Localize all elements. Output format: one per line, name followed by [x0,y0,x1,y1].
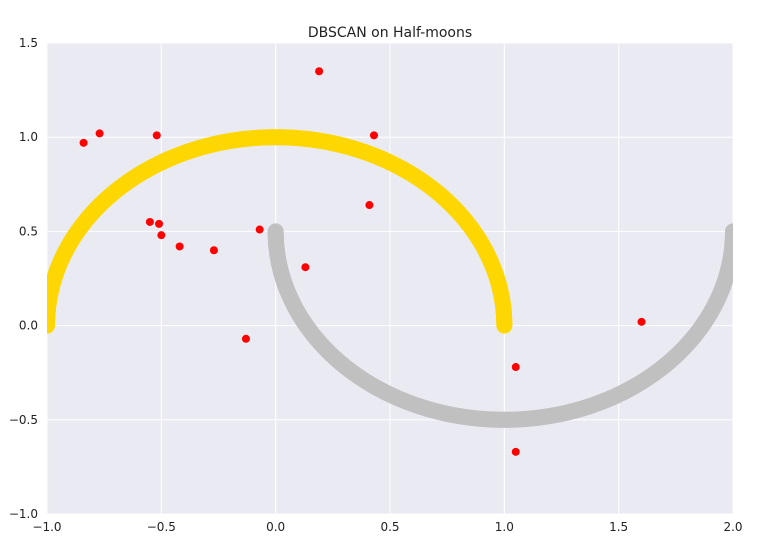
noise-point [241,334,250,343]
noise-point [157,231,166,240]
y-tick-label: 1.5 [19,36,38,50]
cluster-point [725,223,733,240]
chart-title: DBSCAN on Half-moons [308,25,472,41]
noise-point [301,263,310,272]
x-tick-label: 2.0 [723,520,742,534]
noise-point [79,138,88,147]
cluster-point [47,317,55,334]
noise-point [315,67,324,76]
noise-point [209,246,218,255]
x-tick-label: 0.0 [266,520,285,534]
y-tick-label: −0.5 [9,413,38,427]
noise-point [152,131,161,140]
x-tick-label: −1.0 [32,520,61,534]
noise-point [255,225,264,234]
noise-point [145,217,154,226]
noise-point [365,201,374,210]
x-tick-label: 1.0 [495,520,514,534]
x-tick-label: 0.5 [380,520,399,534]
noise-point [155,219,164,228]
tick-layer: −1.0 −0.5 0.0 0.5 1.0 1.5 2.0 −1.0 −0.5 0.0 0.5 1.0… [9,36,743,534]
noise-point [369,131,378,140]
x-tick-label: 1.5 [609,520,628,534]
y-tick-label: −1.0 [9,507,38,521]
noise-point [511,363,520,372]
noise-point [175,242,184,251]
noise-point [511,447,520,456]
y-tick-label: 0.0 [19,319,38,333]
y-tick-label: 0.5 [19,224,38,238]
noise-point [95,129,104,138]
noise-point [637,317,646,326]
series-layer [47,67,733,456]
x-tick-label: −0.5 [147,520,176,534]
y-tick-label: 1.0 [19,130,38,144]
